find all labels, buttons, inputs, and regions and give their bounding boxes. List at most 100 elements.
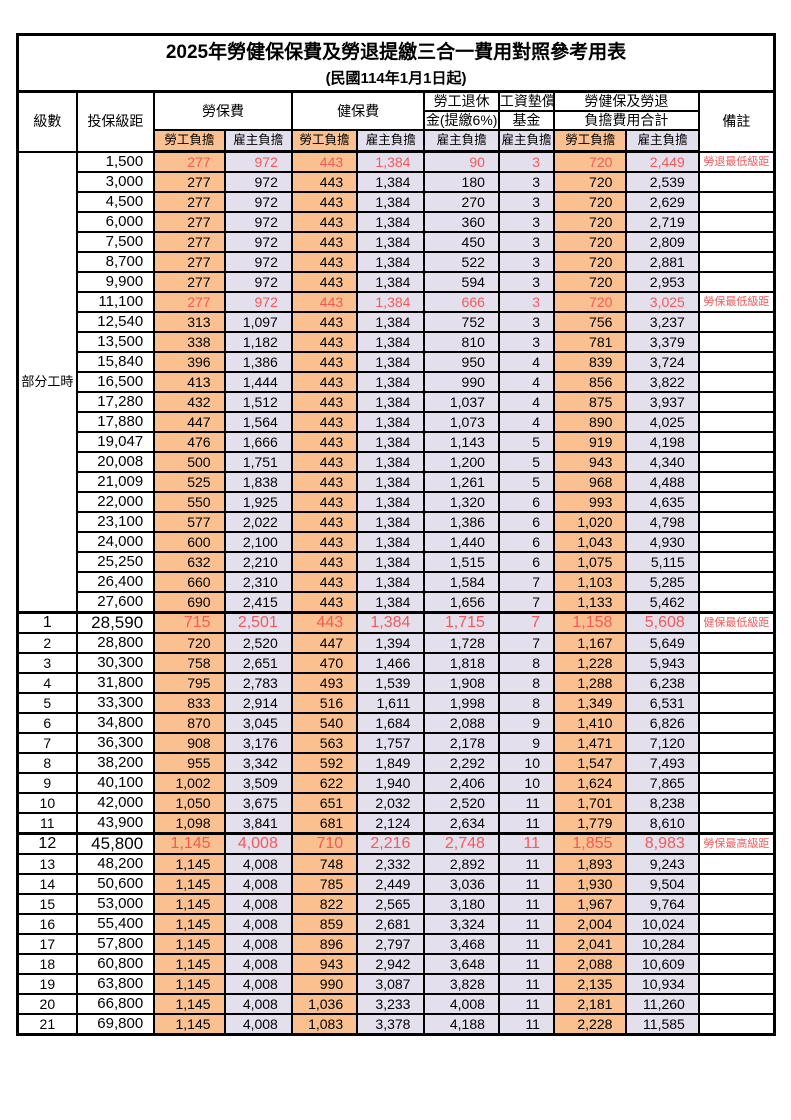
bracket-cell: 55,400 [75,913,156,935]
bracket-cell: 24,000 [75,531,156,553]
value-cell: 720 [552,251,628,273]
remark-cell: 勞保最高級距 [697,832,776,855]
value-cell: 1,515 [423,551,500,573]
bracket-cell: 8,700 [75,251,156,273]
table-row: 11,100 277 972 443 1,384 666 3 720 3,025 勞保最低級距 [18,291,776,313]
level-cell: 4 [16,672,78,694]
level-cell: 10 [16,792,78,814]
remark-cell [697,351,776,373]
bracket-cell: 43,900 [75,812,156,835]
value-cell: 2,953 [625,271,700,293]
bracket-cell: 57,800 [75,933,156,955]
value-cell: 1,384 [356,211,426,233]
value-cell: 972 [223,171,293,193]
subheader-health-employee: 勞工負擔 [290,129,359,153]
table-row: 8,700 277 972 443 1,384 522 3 720 2,881 [18,251,776,273]
bracket-cell: 27,600 [75,591,156,614]
value-cell: 1,200 [423,451,500,473]
value-cell: 7 [497,611,555,634]
table-row: 19,047 476 1,666 443 1,384 1,143 5 919 4,198 [18,431,776,453]
value-cell: 890 [552,411,628,433]
value-cell: 2,004 [552,913,628,935]
value-cell: 11 [497,913,555,935]
value-cell: 2,809 [625,231,700,253]
value-cell: 3 [497,231,555,253]
table-row: 27,600 690 2,415 443 1,384 1,656 7 1,133 5,462 [18,591,776,614]
remark-cell [697,431,776,453]
value-cell: 1,384 [356,531,426,553]
value-cell: 2,634 [423,812,500,835]
value-cell: 1,547 [552,752,628,774]
value-cell: 1,855 [552,832,628,855]
title-block: 2025年勞健保保費及勞退提繳三合一費用對照參考用表 (民國114年1月1日起) [16,33,776,93]
value-cell: 632 [153,551,226,573]
value-cell: 1,384 [356,431,426,453]
value-cell: 1,384 [356,150,426,173]
bracket-cell: 1,500 [75,150,156,173]
value-cell: 5 [497,451,555,473]
value-cell: 443 [290,511,359,533]
value-cell: 443 [290,211,359,233]
value-cell: 443 [290,150,359,173]
col-header-bracket: 投保級距 [75,90,156,153]
value-cell: 4,188 [423,1013,500,1036]
value-cell: 943 [290,953,359,975]
value-cell: 11 [497,1013,555,1036]
value-cell: 2,797 [356,933,426,955]
value-cell: 6 [497,511,555,533]
table-row: 20 66,800 1,145 4,008 1,036 3,233 4,008 11 2,181… [16,993,776,1015]
value-cell: 666 [423,291,500,313]
value-cell: 6 [497,491,555,513]
value-cell: 1,158 [552,611,628,634]
value-cell: 3,378 [356,1013,426,1036]
table-row: 11 43,900 1,098 3,841 681 2,124 2,634 11 1,779 8,… [16,812,776,835]
value-cell: 943 [552,451,628,473]
value-cell: 2,292 [423,752,500,774]
value-cell: 6,826 [625,712,700,734]
value-cell: 720 [552,231,628,253]
value-cell: 180 [423,171,500,193]
value-cell: 1,384 [356,331,426,353]
remark-cell [697,191,776,213]
value-cell: 2,520 [423,792,500,814]
bracket-cell: 60,800 [75,953,156,975]
value-cell: 3,176 [223,732,293,754]
value-cell: 5,115 [625,551,700,573]
level-cell: 20 [16,993,78,1015]
value-cell: 795 [153,672,226,694]
value-cell: 443 [290,431,359,453]
value-cell: 972 [223,231,293,253]
value-cell: 7,120 [625,732,700,754]
value-cell: 1,145 [153,853,226,875]
value-cell: 1,539 [356,672,426,694]
value-cell: 3,841 [223,812,293,835]
value-cell: 3,509 [223,772,293,794]
col-header-labor-fee: 勞保費 [153,90,293,131]
bracket-cell: 22,000 [75,491,156,513]
value-cell: 1,036 [290,993,359,1015]
bracket-cell: 33,300 [75,692,156,714]
value-cell: 11 [497,853,555,875]
value-cell: 781 [552,331,628,353]
value-cell: 1,384 [356,171,426,193]
bracket-cell: 17,880 [75,411,156,433]
value-cell: 1,133 [552,591,628,614]
value-cell: 443 [290,171,359,193]
value-cell: 1,384 [356,351,426,373]
level-cell: 19 [16,973,78,995]
value-cell: 443 [290,251,359,273]
table-row: 6,000 277 972 443 1,384 360 3 720 2,719 [18,211,776,233]
value-cell: 1,471 [552,732,628,754]
remark-cell [697,251,776,273]
value-cell: 11 [497,993,555,1015]
value-cell: 2,406 [423,772,500,794]
value-cell: 2,041 [552,933,628,955]
remark-cell [697,752,776,774]
value-cell: 443 [290,351,359,373]
value-cell: 856 [552,371,628,393]
value-cell: 2,748 [423,832,500,855]
remark-cell [697,953,776,975]
value-cell: 3 [497,251,555,273]
value-cell: 2,178 [423,732,500,754]
value-cell: 6,531 [625,692,700,714]
